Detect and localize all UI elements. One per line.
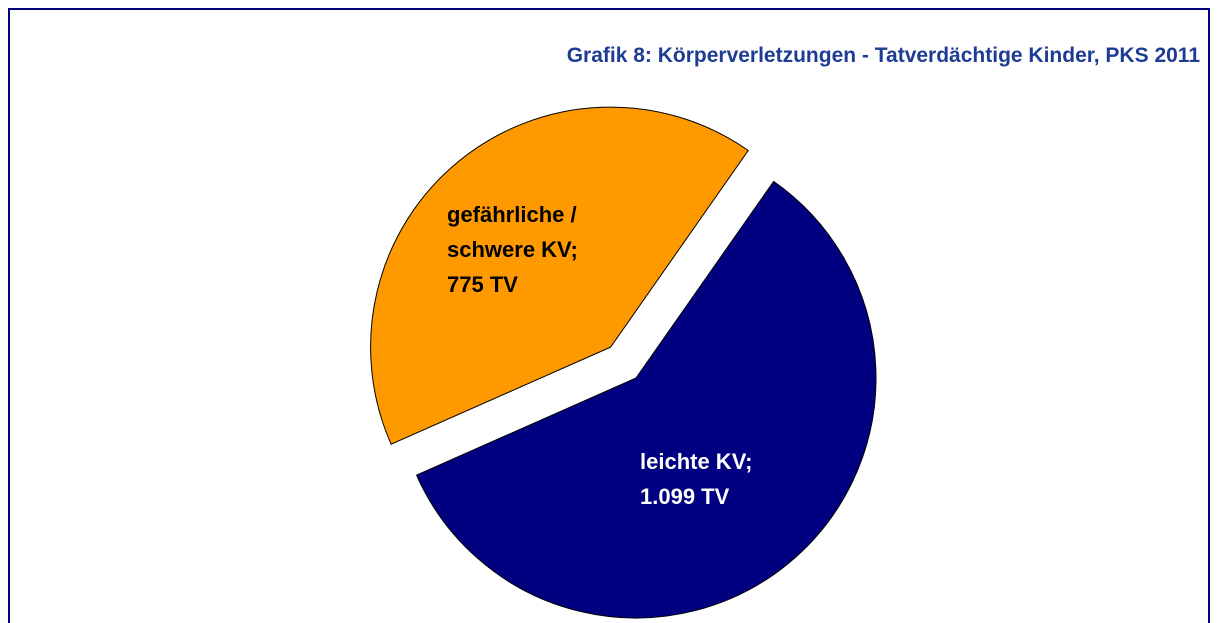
frame <box>8 8 1210 623</box>
value-label: 1.099 TV <box>640 484 730 509</box>
slice-label: gefährliche / schwere KV; 775 TV <box>447 197 637 302</box>
pie-slice <box>370 106 749 445</box>
category-label: gefährliche / schwere KV; <box>447 202 578 262</box>
value-label: 775 TV <box>447 272 518 297</box>
pie-slice <box>415 180 877 619</box>
slice-label: leichte KV; 1.099 TV <box>640 444 830 514</box>
chart-title: Grafik 8: Körperverletzungen - Tatverdäc… <box>566 44 1200 67</box>
category-label: leichte KV; <box>640 449 753 474</box>
